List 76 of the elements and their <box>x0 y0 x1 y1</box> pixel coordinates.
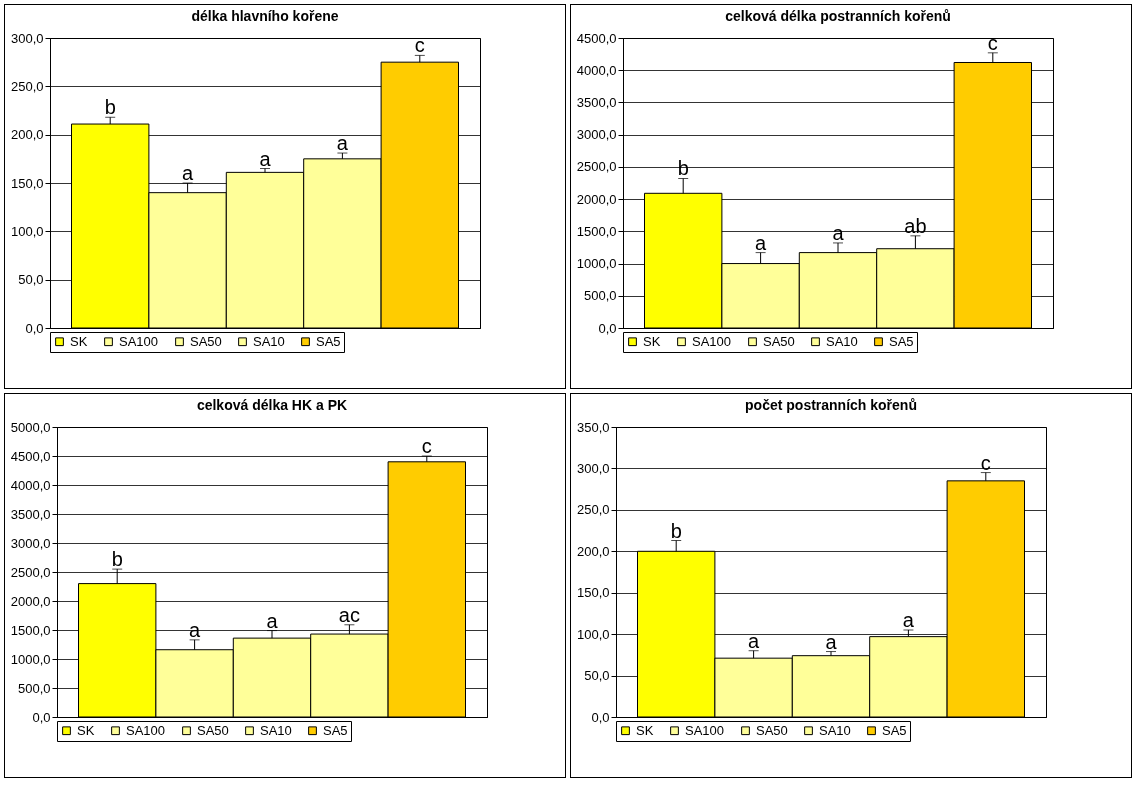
y-tick-label: 200,0 <box>576 543 610 559</box>
y-tick-label: 4000,0 <box>10 477 51 493</box>
annotation: c <box>980 451 991 474</box>
chart-title: počet postranních kořenů <box>745 397 917 413</box>
annotation: a <box>266 609 279 632</box>
y-tick-label: 5000,0 <box>10 419 51 435</box>
legend-label: SK <box>643 333 661 349</box>
legend-label: SA5 <box>889 333 914 349</box>
chart-title: celková délka HK a PK <box>196 397 348 413</box>
legend-label: SA10 <box>819 722 851 738</box>
y-tick-label: 300,0 <box>10 30 44 46</box>
y-tick-label: 2000,0 <box>10 593 51 609</box>
y-tick-label: 2000,0 <box>576 191 617 207</box>
y-tick-label: 1500,0 <box>576 223 617 239</box>
y-tick-label: 4500,0 <box>576 30 617 46</box>
y-tick-label: 2500,0 <box>576 159 617 175</box>
chart-title: délka hlavního kořene <box>191 8 339 24</box>
y-tick-label: 1500,0 <box>10 622 51 638</box>
legend-label: SK <box>636 722 654 738</box>
y-tick-label: 50,0 <box>18 272 44 288</box>
y-tick-label: 3500,0 <box>576 94 617 110</box>
legend-label: SA5 <box>323 722 348 738</box>
annotation: b <box>104 96 116 119</box>
y-tick-label: 500,0 <box>17 680 51 696</box>
annotation: a <box>336 132 349 155</box>
legend-label: SA10 <box>253 333 285 349</box>
y-tick-label: 350,0 <box>576 419 610 435</box>
annotation: b <box>670 519 682 542</box>
y-tick-label: 0,0 <box>25 320 44 336</box>
annotation: a <box>748 629 761 652</box>
chart-title: celková délka postranních kořenů <box>725 8 951 24</box>
y-tick-label: 300,0 <box>576 460 610 476</box>
y-tick-label: 250,0 <box>576 502 610 518</box>
annotation: a <box>825 630 838 653</box>
annotation: a <box>902 609 915 631</box>
legend-label: SA100 <box>685 722 725 738</box>
annotation: a <box>259 147 272 170</box>
y-tick-label: 500,0 <box>583 288 617 304</box>
legend-label: SA10 <box>260 722 292 738</box>
legend-label: SK <box>77 722 95 738</box>
y-tick-label: 100,0 <box>10 223 44 239</box>
legend-label: SA100 <box>119 333 159 349</box>
legend-label: SK <box>70 333 88 349</box>
y-tick-label: 0,0 <box>32 709 51 725</box>
y-tick-label: 3000,0 <box>10 535 51 551</box>
annotation: c <box>421 435 432 457</box>
y-tick-label: 3500,0 <box>10 506 51 522</box>
annotation: a <box>182 162 195 184</box>
y-tick-label: 4500,0 <box>10 448 51 464</box>
y-tick-label: 3000,0 <box>576 127 617 143</box>
y-tick-label: 150,0 <box>576 585 610 601</box>
annotation: ac <box>338 603 360 626</box>
y-tick-label: 150,0 <box>10 175 44 191</box>
annotation: c <box>987 31 998 54</box>
legend-label: SA50 <box>190 333 222 349</box>
legend-label: SA100 <box>692 333 732 349</box>
legend-label: SA10 <box>826 333 858 349</box>
legend-label: SA100 <box>126 722 166 738</box>
y-tick-label: 4000,0 <box>576 62 617 78</box>
y-tick-label: 1000,0 <box>10 651 51 667</box>
annotation: a <box>755 231 768 254</box>
legend-label: SA5 <box>316 333 341 349</box>
legend-label: SA50 <box>763 333 795 349</box>
y-tick-label: 2500,0 <box>10 564 51 580</box>
legend-label: SA50 <box>197 722 229 738</box>
y-tick-label: 0,0 <box>598 320 617 336</box>
annotation: c <box>414 34 425 57</box>
y-tick-label: 100,0 <box>576 626 610 642</box>
y-tick-label: 50,0 <box>584 668 610 684</box>
legend-label: SA5 <box>882 722 907 738</box>
y-tick-label: 250,0 <box>10 78 44 94</box>
legend-label: SA50 <box>756 722 788 738</box>
y-tick-label: 200,0 <box>10 127 44 143</box>
y-tick-label: 0,0 <box>591 709 610 725</box>
annotation: b <box>111 548 123 571</box>
y-tick-label: 1000,0 <box>576 256 617 272</box>
